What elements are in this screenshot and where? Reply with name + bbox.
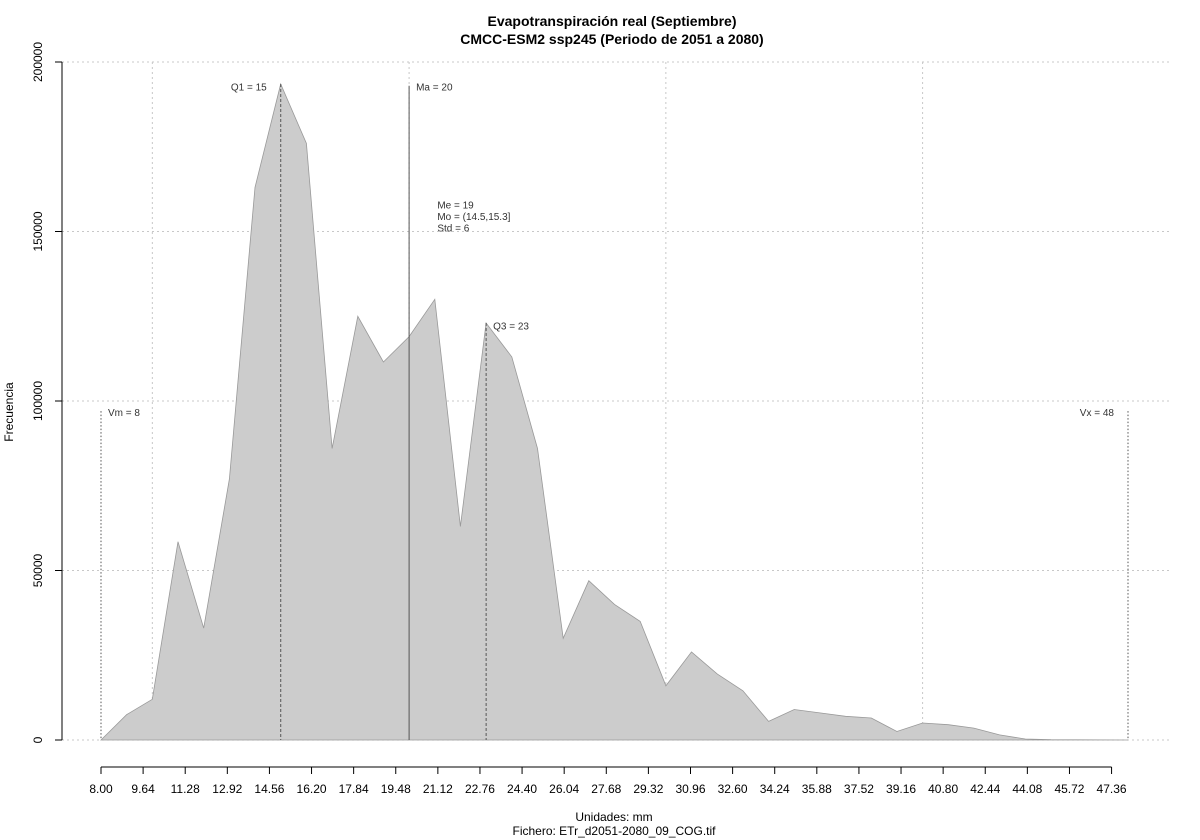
x-tick-label-18: 37.52	[844, 782, 874, 796]
x-tick-label-1: 9.64	[131, 782, 155, 796]
x-tick-label-11: 26.04	[549, 782, 579, 796]
vline-label-1: Q1 = 15	[231, 82, 267, 93]
chart-title: Evapotranspiración real (Septiembre)	[488, 13, 737, 29]
chart-subtitle: CMCC-ESM2 ssp245 (Periodo de 2051 a 2080…	[460, 31, 763, 47]
stats-line-2: Std = 6	[437, 223, 469, 234]
y-tick-label-1: 50000	[31, 553, 45, 587]
x-tick-label-21: 42.44	[970, 782, 1000, 796]
area-layer	[100, 82, 1129, 741]
x-tick-label-10: 24.40	[507, 782, 537, 796]
stats-line-0: Me = 19	[437, 200, 474, 211]
x-tick-label-6: 17.84	[339, 782, 369, 796]
y-tick-label-0: 0	[31, 736, 45, 743]
vline-label-4: Vx = 48	[1080, 408, 1115, 419]
x-tick-label-14: 30.96	[675, 782, 705, 796]
x-tick-label-2: 11.28	[171, 782, 200, 796]
x-axis-label: Unidades: mm	[575, 810, 652, 824]
x-tick-label-3: 12.92	[212, 782, 242, 796]
x-tick-label-8: 21.12	[423, 782, 453, 796]
x-tick-label-16: 34.24	[760, 782, 790, 796]
x-tick-label-23: 45.72	[1054, 782, 1084, 796]
x-tick-label-13: 29.32	[633, 782, 663, 796]
x-tick-label-4: 14.56	[254, 782, 284, 796]
y-tick-label-3: 150000	[31, 211, 45, 251]
reference-lines: Vm = 8 Q1 = 15 Ma = 20 Q3 = 23 Vx = 48	[100, 82, 1129, 740]
vline-label-2: Ma = 20	[416, 82, 453, 93]
vline-label-0: Vm = 8	[108, 408, 140, 419]
x-tick-label-19: 39.16	[886, 782, 916, 796]
x-tick-label-24: 47.36	[1097, 782, 1127, 796]
x-tick-label-17: 35.88	[802, 782, 832, 796]
y-axis-label: Frecuencia	[2, 382, 16, 442]
vline-label-3: Q3 = 23	[493, 321, 529, 332]
y-tick-label-4: 200000	[31, 42, 45, 82]
x-axis: 8.00 9.64 11.28 12.92 14.56 16.20 17.84 19.48 21…	[89, 766, 1127, 796]
frequency-area	[100, 82, 1129, 741]
file-caption: Fichero: ETr_d2051-2080_09_COG.tif	[513, 824, 717, 838]
x-tick-label-15: 32.60	[718, 782, 748, 796]
x-tick-label-0: 8.00	[89, 782, 113, 796]
y-axis: 0 50000 100000 150000 200000	[31, 42, 63, 743]
x-tick-label-7: 19.48	[381, 782, 411, 796]
stats-line-1: Mo = (14.5,15.3]	[437, 212, 510, 223]
x-tick-label-9: 22.76	[465, 782, 495, 796]
x-tick-label-12: 27.68	[591, 782, 621, 796]
y-tick-label-2: 100000	[31, 381, 45, 421]
x-tick-label-5: 16.20	[297, 782, 327, 796]
x-tick-label-20: 40.80	[928, 782, 958, 796]
x-tick-label-22: 44.08	[1012, 782, 1042, 796]
